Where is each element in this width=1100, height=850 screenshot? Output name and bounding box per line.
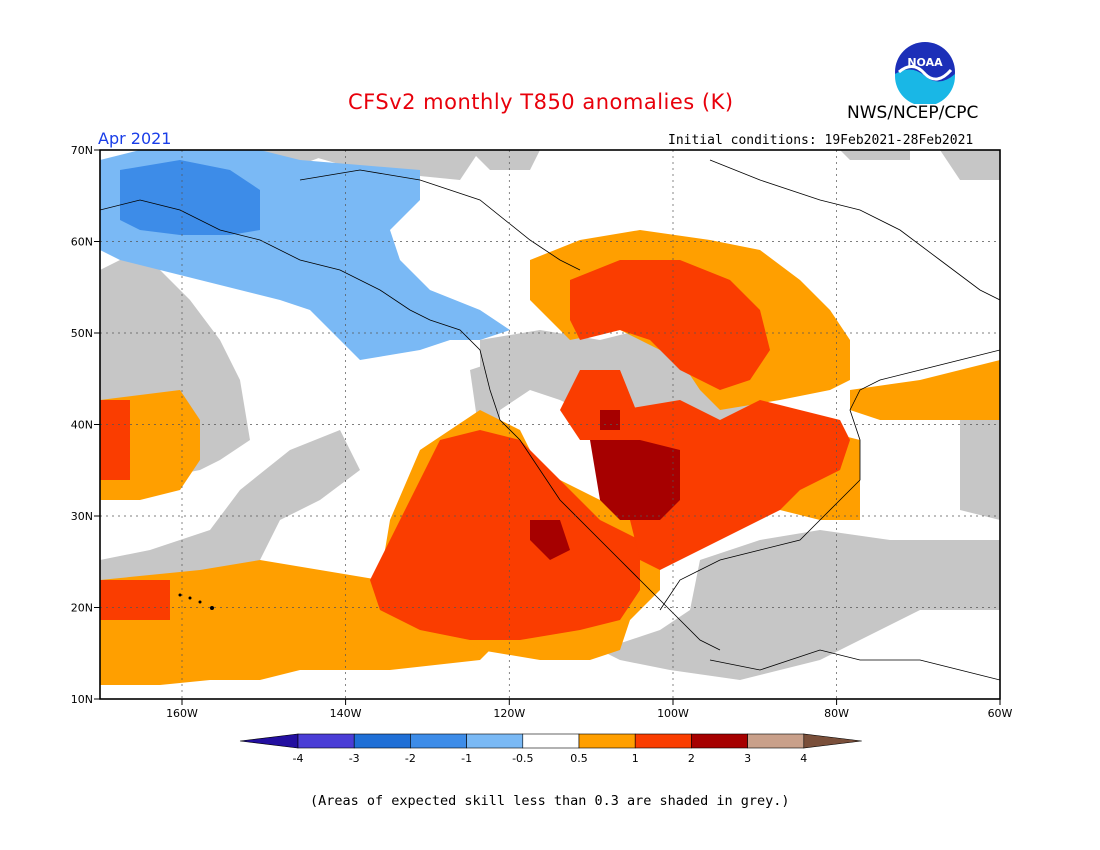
chart-title: CFSv2 monthly T850 anomalies (K): [348, 90, 734, 114]
lat-label: 50N: [71, 327, 93, 340]
colorbar-label: 4: [800, 752, 807, 765]
colorbar-segment: [522, 733, 580, 749]
colorbar-label: 3: [744, 752, 751, 765]
colorbar-segment: [691, 733, 748, 749]
lat-labels: 70N 60N 50N 40N 30N 20N 10N: [71, 144, 93, 706]
lon-label: 160W: [166, 707, 198, 720]
anomaly-map: 70N 60N 50N 40N 30N 20N 10N 160W 140W 12…: [71, 144, 1013, 720]
colorbar-label: -1: [461, 752, 472, 765]
month-label: Apr 2021: [98, 129, 172, 148]
colorbar-arrow-high: [803, 733, 862, 749]
colorbar-arrow-low: [239, 733, 299, 749]
footnote: (Areas of expected skill less than 0.3 a…: [310, 793, 790, 809]
lon-labels: 160W 140W 120W 100W 80W 60W: [166, 707, 1012, 720]
colorbar-label: 1: [632, 752, 639, 765]
warm-areas-medium: [100, 260, 850, 640]
colorbar-label: -2: [405, 752, 416, 765]
colorbar-segment: [747, 733, 805, 749]
agency-label: NWS/NCEP/CPC: [847, 103, 979, 123]
lat-label: 70N: [71, 144, 93, 157]
lon-label: 140W: [330, 707, 362, 720]
noaa-logo: NOAA: [895, 42, 955, 104]
colorbar-label: 2: [688, 752, 695, 765]
lon-label: 60W: [988, 707, 1013, 720]
initial-conditions: Initial conditions: 19Feb2021-28Feb2021: [668, 133, 974, 148]
colorbar-label: -0.5: [512, 752, 533, 765]
colorbar-label: -4: [293, 752, 304, 765]
colorbar-segment: [578, 733, 636, 749]
lon-label: 120W: [493, 707, 525, 720]
logo-text: NOAA: [907, 56, 943, 69]
gridlines: [100, 150, 1000, 699]
hawaii-islands: [178, 593, 214, 610]
colorbar: -4 -3 -2 -1 -0.5 0.5 1 2 3 4: [239, 733, 862, 765]
colorbar-segment: [466, 733, 524, 749]
coastlines: [100, 159, 1000, 681]
cool-areas: [100, 150, 510, 360]
lon-label: 80W: [824, 707, 849, 720]
warm-areas-strong: [530, 410, 680, 560]
lat-label: 30N: [71, 510, 93, 523]
colorbar-label: 0.5: [570, 752, 588, 765]
lon-label: 100W: [657, 707, 689, 720]
colorbar-segment: [410, 733, 467, 749]
lat-label: 60N: [71, 236, 93, 249]
lat-label: 40N: [71, 419, 93, 432]
colorbar-segment: [297, 733, 355, 749]
lat-label: 20N: [71, 602, 93, 615]
lat-label: 10N: [71, 693, 93, 706]
colorbar-segment: [634, 733, 692, 749]
bering-cool: [120, 160, 260, 235]
colorbar-segment: [353, 733, 411, 749]
colorbar-label: -3: [349, 752, 360, 765]
